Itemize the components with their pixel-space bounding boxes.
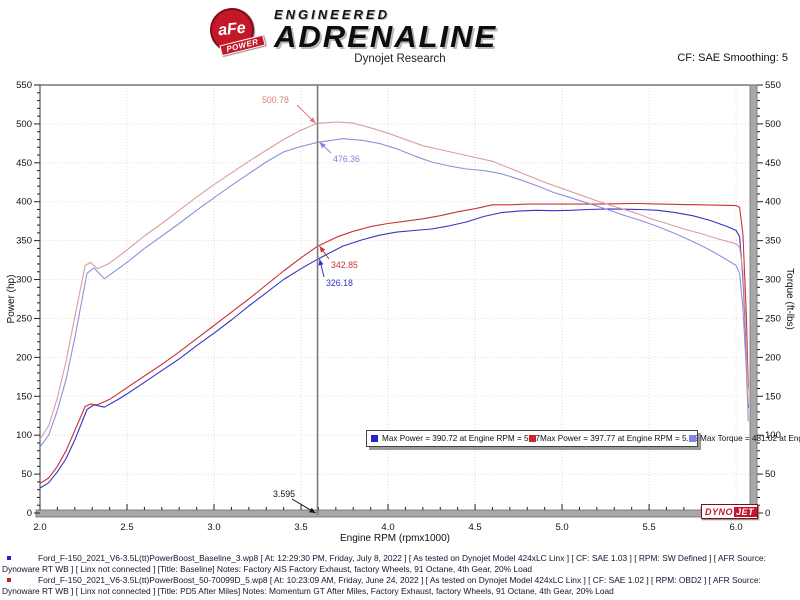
annotation-value-label: 342.85: [331, 260, 358, 270]
run-bullet-icon: [7, 578, 11, 582]
y-axis-tick-label-right: 350: [765, 236, 781, 247]
series-baseline-power-hp-: [39, 208, 749, 489]
annotation-arrowhead: [319, 142, 326, 149]
legend-swatch-icon: [529, 435, 536, 442]
y-axis-tick-label-right: 500: [765, 119, 781, 130]
y-axis-tick-label-left: 500: [16, 119, 32, 130]
annotation-value-label: 500.78: [262, 95, 289, 105]
x-axis-tick-label: 2.0: [33, 522, 46, 533]
plot-background: [40, 85, 750, 513]
y-axis-title-left: Power (hp): [6, 275, 17, 324]
annotation-value-label: 476.36: [333, 154, 360, 164]
x-axis-tick-label: 6.0: [729, 522, 742, 533]
legend-swatch-icon: [689, 435, 696, 442]
annotation-value-label: 3.595: [273, 489, 295, 499]
brand-engineered-text: ENGINEERED: [274, 7, 390, 22]
y-axis-tick-label-left: 50: [21, 469, 32, 480]
page-title: Dynojet Research: [354, 53, 446, 65]
y-axis-tick-label-right: 100: [765, 430, 781, 441]
x-axis-tick-label: 2.5: [120, 522, 133, 533]
legend-entry: Max Torque = 481.02 at Engine RPM = 3.74: [689, 433, 800, 444]
run-description-entry: Ford_F-150_2021_V6-3.5L(tt)PowerBoost_50…: [2, 575, 798, 596]
dynojet-logo-part2: JET: [734, 506, 758, 517]
y-axis-tick-label-right: 450: [765, 158, 781, 169]
y-axis-tick-label-left: 250: [16, 313, 32, 324]
x-axis-tick-label: 3.0: [207, 522, 220, 533]
y-axis-tick-label-left: 550: [16, 80, 32, 91]
annotation-arrowhead: [318, 259, 324, 266]
run-description-text: Ford_F-150_2021_V6-3.5L(tt)PowerBoost_50…: [2, 575, 761, 596]
dynojet-logo-part1: DYNO: [705, 506, 734, 517]
annotation-arrowhead: [309, 117, 316, 124]
y-axis-tick-label-left: 300: [16, 275, 32, 286]
chart-legend: Max Power = 390.72 at Engine RPM = 5.27 M…: [366, 430, 800, 447]
run-description-text: Ford_F-150_2021_V6-3.5L(tt)PowerBoost_Ba…: [2, 553, 766, 574]
brand-wordmark: ENGINEERED ADRENALINE: [274, 6, 497, 52]
y-axis-tick-label-right: 0: [765, 508, 770, 519]
run-descriptions: Ford_F-150_2021_V6-3.5L(tt)PowerBoost_Ba…: [2, 553, 798, 597]
y-axis-tick-label-left: 150: [16, 391, 32, 402]
legend-swatch-icon: [371, 435, 378, 442]
annotation-arrowhead: [319, 246, 326, 253]
x-axis-tick-label: 3.5: [294, 522, 307, 533]
x-axis-tick-label: 4.0: [381, 522, 394, 533]
y-axis-tick-label-right: 250: [765, 313, 781, 324]
y-axis-tick-label-left: 350: [16, 236, 32, 247]
series-pd5-power-hp-: [39, 202, 749, 484]
y-axis-tick-label-left: 400: [16, 197, 32, 208]
axis-bottom-bar: [35, 509, 758, 518]
run-bullet-icon: [7, 556, 11, 560]
legend-entry: Max Power = 390.72 at Engine RPM = 5.27: [371, 433, 540, 444]
series-pd5-torque-ft-lbs-: [39, 121, 749, 440]
y-axis-tick-label-right: 200: [765, 352, 781, 363]
dynojet-logo-icon: DYNO JET: [701, 504, 759, 519]
y-axis-tick-label-left: 100: [16, 430, 32, 441]
legend-label: Max Power = 397.77 at Engine RPM = 5.45: [540, 434, 698, 443]
x-axis-title: Engine RPM (rpmx1000): [340, 533, 450, 544]
correction-factor-label: CF: SAE Smoothing: 5: [677, 52, 788, 64]
series-baseline-torque-ft-lbs-: [39, 138, 749, 448]
y-axis-tick-label-right: 300: [765, 275, 781, 286]
legend-label: Max Torque = 481.02 at Engine RPM = 3.74: [700, 434, 800, 443]
y-axis-tick-label-left: 450: [16, 158, 32, 169]
x-axis-tick-label: 5.0: [555, 522, 568, 533]
annotation-arrowhead: [309, 507, 316, 513]
y-axis-tick-label-right: 150: [765, 391, 781, 402]
brand-adrenaline-text: ADRENALINE: [274, 19, 498, 54]
y-axis-tick-label-right: 400: [765, 197, 781, 208]
y-axis-tick-label-left: 200: [16, 352, 32, 363]
y-axis-tick-label-right: 550: [765, 80, 781, 91]
y-axis-title-right: Torque (ft-lbs): [784, 268, 795, 330]
annotation-value-label: 326.18: [326, 278, 353, 288]
legend-entry: Max Power = 397.77 at Engine RPM = 5.45: [529, 433, 698, 444]
afe-power-brand: aFe POWER ENGINEERED ADRENALINE: [207, 5, 497, 58]
axis-right-bar: [749, 84, 758, 518]
run-description-entry: Ford_F-150_2021_V6-3.5L(tt)PowerBoost_Ba…: [2, 553, 798, 574]
x-axis-tick-label: 5.5: [642, 522, 655, 533]
y-axis-tick-label-left: 0: [27, 508, 32, 519]
legend-label: Max Power = 390.72 at Engine RPM = 5.27: [382, 434, 540, 443]
y-axis-tick-label-right: 50: [765, 469, 776, 480]
x-axis-tick-label: 4.5: [468, 522, 481, 533]
